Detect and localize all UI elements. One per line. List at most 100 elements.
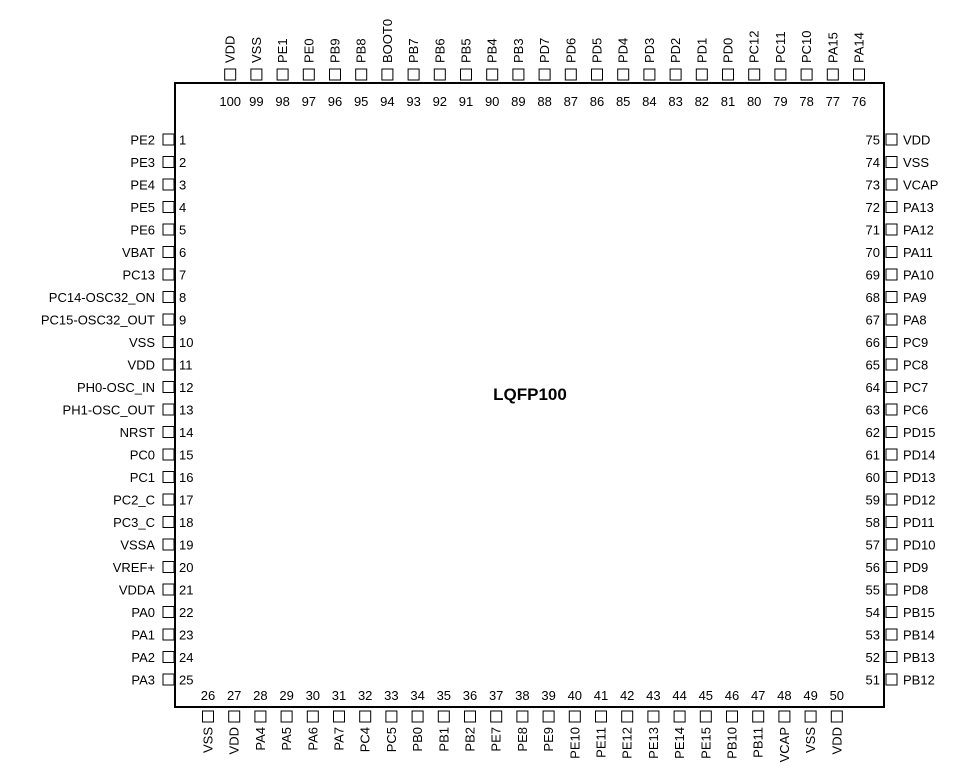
pin-pad-right: [885, 628, 898, 641]
pin-number-right: 65: [866, 358, 880, 373]
pin-name-bottom: PA6: [305, 727, 320, 751]
pin-pad-left: [162, 178, 175, 191]
pin-pad-left: [162, 516, 175, 528]
pin-number-right: 60: [866, 470, 880, 485]
pin-pad-right: [885, 358, 898, 371]
pin-pad-bottom: [542, 710, 555, 723]
pin-pad-bottom: [516, 710, 529, 723]
pin-name-top: BOOT0: [380, 19, 395, 63]
pin-name-top: PD0: [721, 38, 736, 63]
pin-pad-right: [885, 448, 898, 461]
pin-pad-top: [329, 68, 341, 81]
pin-pad-bottom: [726, 710, 738, 723]
pin-pad-top: [276, 68, 289, 81]
pin-number-right: 70: [866, 245, 880, 260]
pin-number-top: 88: [537, 94, 551, 109]
pin-name-top: PE0: [301, 38, 316, 63]
pin-pad-bottom: [490, 710, 503, 723]
pin-name-left: PA2: [131, 650, 155, 665]
pin-pad-bottom: [778, 710, 791, 723]
pin-name-left: PC1: [130, 470, 155, 485]
pin-pad-right: [885, 403, 898, 416]
pin-number-left: 22: [179, 605, 193, 620]
pin-pad-right: [885, 493, 898, 506]
pin-name-top: PC10: [799, 30, 814, 63]
pin-name-right: PB14: [903, 628, 935, 643]
pin-pad-bottom: [595, 710, 607, 723]
pin-number-right: 56: [866, 560, 880, 575]
pin-pad-left: [162, 673, 175, 686]
pin-number-top: 98: [275, 94, 289, 109]
pin-name-bottom: PB10: [725, 727, 740, 759]
bottom-pin-group: VSS 26 VDD 27 PA4 28 PA5 29 PA6 30 PA7 31 PC4 32 PC5 33…: [201, 688, 845, 762]
pin-pad-top: [250, 68, 263, 81]
pin-name-right: PA13: [903, 200, 934, 215]
pin-name-left: VSSA: [120, 538, 155, 553]
pin-number-bottom: 49: [803, 688, 817, 703]
pin-number-left: 10: [179, 335, 193, 350]
pin-name-right: PD10: [903, 538, 936, 553]
pin-pad-left: [162, 201, 175, 213]
pin-pad-bottom: [804, 710, 817, 723]
pin-pad-left: [162, 493, 175, 506]
pin-pad-top: [853, 68, 865, 81]
pin-name-top: VSS: [249, 37, 264, 63]
pin-name-right: PB13: [903, 650, 935, 665]
pin-name-bottom: PE13: [646, 727, 661, 759]
pin-number-left: 2: [179, 155, 186, 170]
pin-name-top: PD5: [590, 38, 605, 63]
pin-number-top: 90: [485, 94, 499, 109]
pin-pad-top: [224, 68, 237, 81]
pin-number-top: 78: [799, 94, 813, 109]
pin-number-top: 77: [826, 94, 840, 109]
pin-pad-right: [885, 561, 898, 573]
pin-name-right: PC9: [903, 335, 928, 350]
pin-number-bottom: 38: [515, 688, 529, 703]
pin-number-top: 84: [642, 94, 656, 109]
pin-name-right: PD15: [903, 425, 936, 440]
pin-name-bottom: PA7: [332, 727, 347, 751]
pin-name-right: VCAP: [903, 178, 938, 193]
pin-pad-top: [433, 68, 446, 81]
pin-number-bottom: 50: [830, 688, 844, 703]
pin-name-top: PB4: [485, 38, 500, 63]
pin-pad-top: [538, 68, 551, 81]
pin-number-right: 52: [866, 650, 880, 665]
pin-number-bottom: 45: [699, 688, 713, 703]
pin-pad-bottom: [306, 710, 319, 723]
pin-pad-top: [381, 68, 394, 81]
pin-pad-top: [617, 68, 630, 81]
pin-number-top: 95: [354, 94, 368, 109]
pin-number-left: 7: [179, 268, 186, 283]
pin-pad-bottom: [752, 710, 765, 723]
pin-pad-right: [885, 133, 898, 146]
pin-name-left: PH1-OSC_OUT: [63, 403, 156, 418]
pin-number-left: 13: [179, 403, 193, 418]
pin-pad-bottom: [699, 710, 712, 723]
pin-number-left: 8: [179, 290, 186, 305]
pin-pad-top: [302, 68, 315, 81]
pin-number-right: 69: [866, 268, 880, 283]
pin-number-left: 15: [179, 448, 193, 463]
pin-pad-left: [162, 358, 175, 371]
pin-name-right: VDD: [903, 133, 930, 148]
pin-number-top: 91: [459, 94, 473, 109]
pin-name-bottom: PE15: [698, 727, 713, 759]
pin-pad-right: [885, 471, 898, 483]
pin-number-right: 57: [866, 538, 880, 553]
pin-pad-right: [885, 246, 898, 258]
pin-name-top: PB8: [354, 38, 369, 63]
pin-name-bottom: VSS: [201, 727, 216, 753]
pin-number-bottom: 39: [541, 688, 555, 703]
pin-number-top: 82: [695, 94, 709, 109]
pin-name-top: PA14: [852, 32, 867, 63]
pin-number-right: 64: [866, 380, 880, 395]
pin-number-right: 67: [866, 313, 880, 328]
pin-number-right: 75: [866, 133, 880, 148]
pin-name-bottom: PC5: [384, 727, 399, 752]
pin-pad-bottom: [411, 710, 424, 723]
pin-number-left: 18: [179, 515, 193, 530]
pin-pad-bottom: [359, 710, 372, 723]
pin-pad-right: [885, 606, 898, 618]
